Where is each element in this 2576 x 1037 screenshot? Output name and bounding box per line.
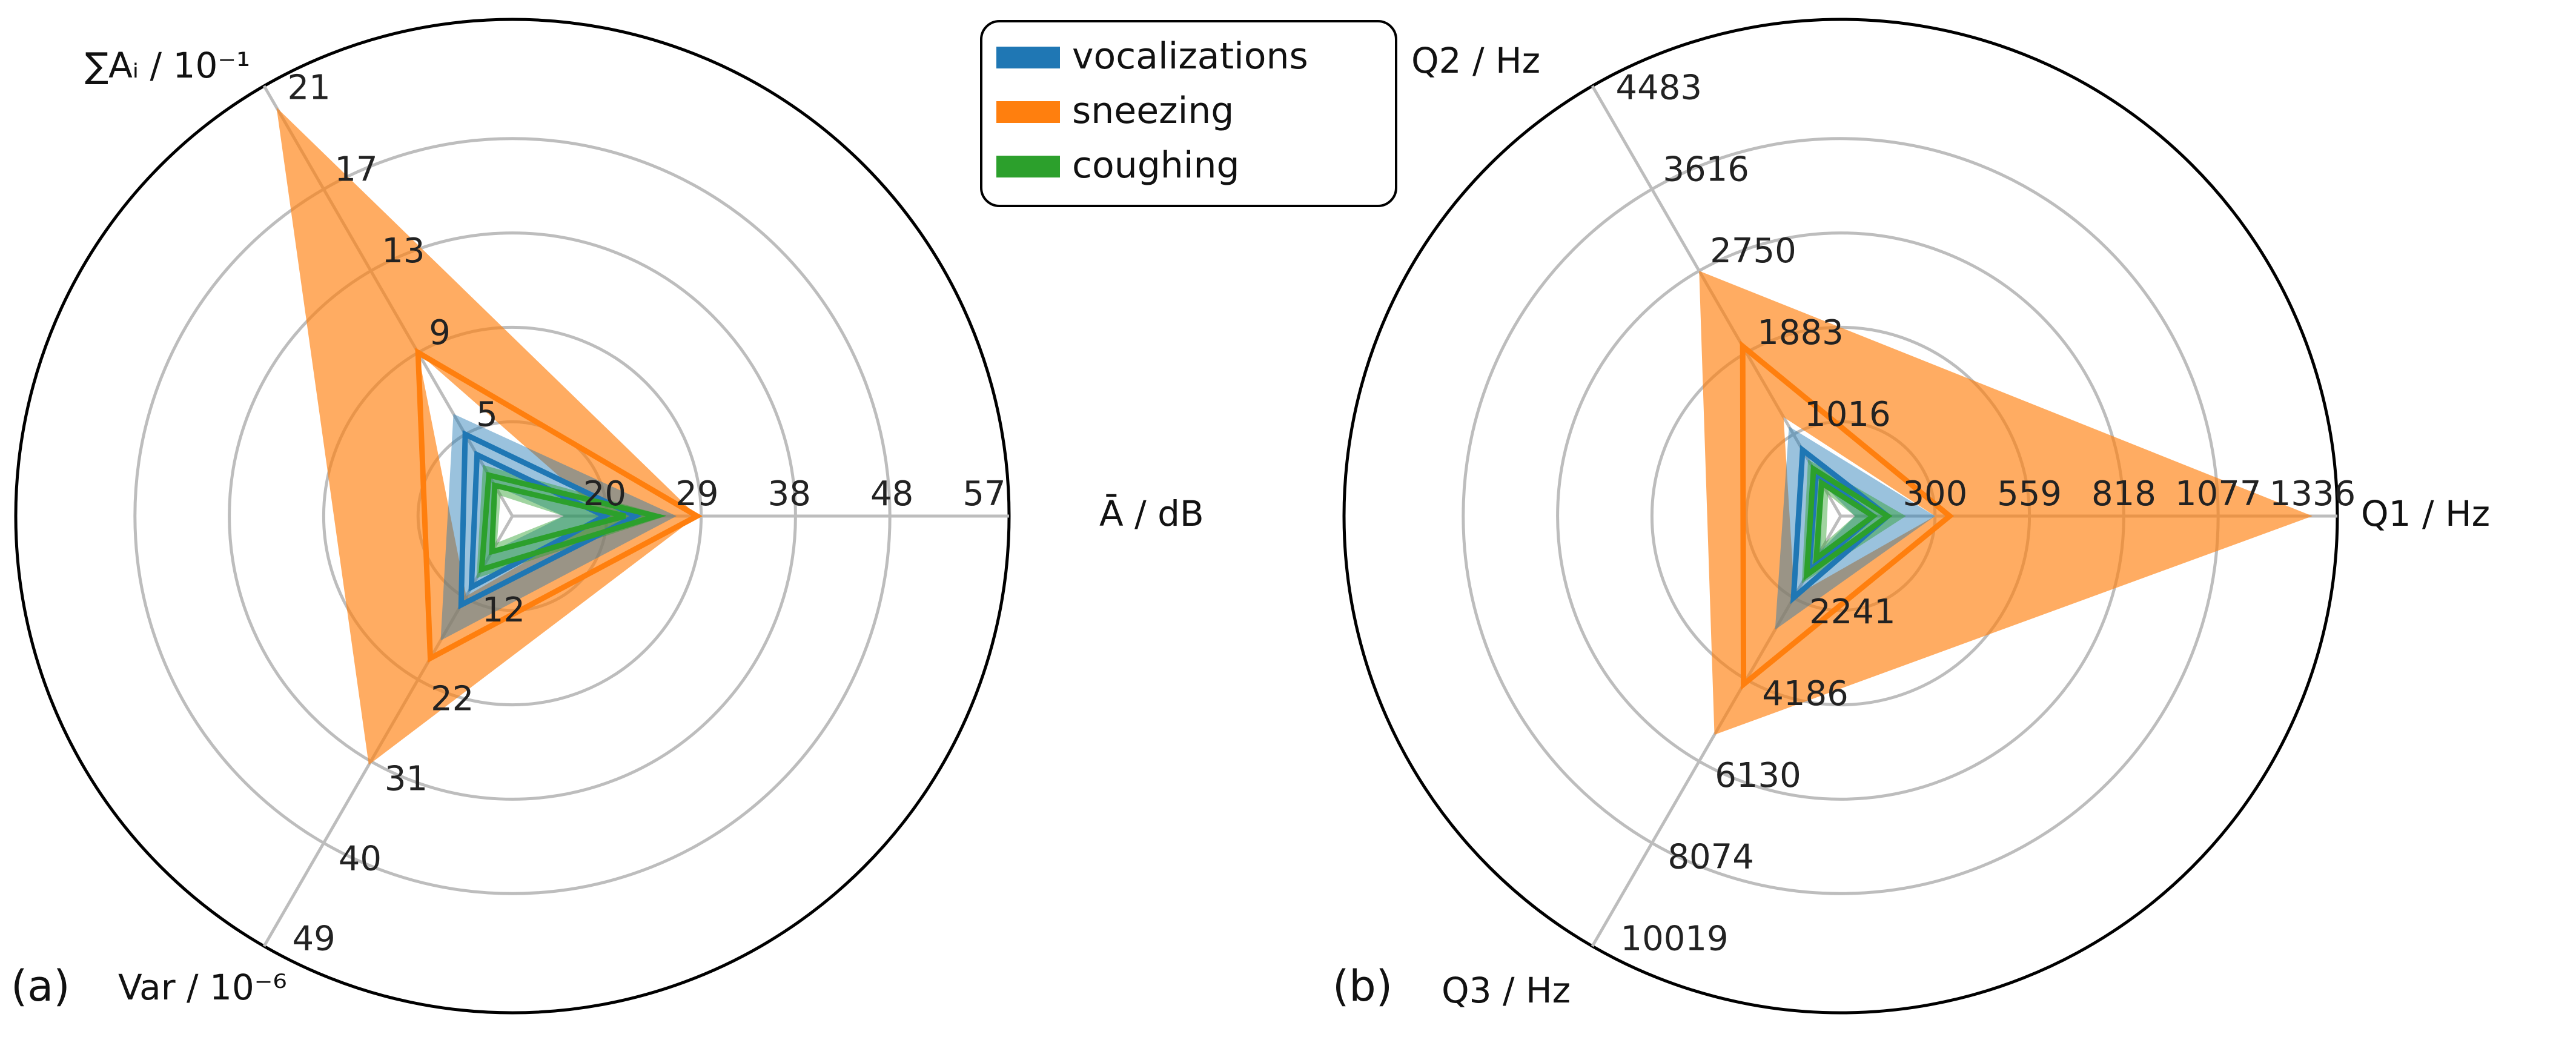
panel-label: (a): [11, 961, 70, 1011]
tick-label: 1077: [2175, 474, 2262, 514]
tick-label: 49: [293, 919, 336, 959]
tick-label: 1883: [1757, 313, 1844, 353]
tick-label: 4186: [1762, 674, 1849, 714]
series-line-coughing: [489, 482, 626, 555]
tick-label: 10019: [1621, 919, 1729, 959]
tick-label: 21: [288, 68, 331, 107]
tick-label: 6130: [1715, 756, 1801, 795]
legend-swatch-coughing: [996, 156, 1060, 177]
series-line-coughing: [478, 471, 667, 574]
tick-label: 17: [334, 150, 377, 189]
tick-label: 5: [476, 395, 498, 434]
tick-label: 300: [1902, 474, 1967, 514]
legend: vocalizations sneezing coughing: [980, 20, 1397, 207]
series-band-sneezing: [1699, 271, 2313, 735]
panel-label: (b): [1333, 961, 1392, 1011]
tick-label: 1016: [1804, 395, 1891, 434]
tick-label: 559: [1997, 474, 2062, 514]
tick-label: 12: [482, 591, 525, 630]
legend-swatch-sneezing: [996, 101, 1060, 123]
tick-label: 2750: [1710, 231, 1796, 271]
tick-label: 8074: [1667, 838, 1754, 877]
axis-title: Q2 / Hz: [1411, 40, 1540, 81]
radar-panel-a: 20 29 38 48 57 Ā / dB 5 9 13 17 21 ∑Aᵢ / 10⁻¹ 12 22 31…: [11, 18, 1204, 1015]
series-line-sneezing: [415, 348, 703, 663]
tick-label: 31: [385, 760, 428, 799]
tick-label: 2241: [1809, 592, 1896, 632]
series-line-coughing: [1803, 464, 1893, 581]
radar-panel-b: 300 559 818 1077 1336 Q1 / Hz 1016 1883 2750 3616…: [1333, 18, 2490, 1015]
tick-label: 818: [2091, 474, 2156, 514]
series-line-sneezing: [1740, 340, 1955, 691]
tick-label: 3616: [1663, 150, 1749, 189]
tick-label: 9: [429, 313, 451, 353]
legend-label: sneezing: [1072, 90, 1234, 132]
legend-swatch-vocalizations: [996, 47, 1060, 68]
axis-title: Q3 / Hz: [1442, 970, 1571, 1011]
tick-label: 40: [339, 840, 382, 879]
series-band-sneezing: [276, 107, 697, 765]
tick-label: 48: [870, 474, 913, 514]
tick-label: 20: [583, 474, 626, 514]
series-line-vocalizations: [458, 430, 642, 610]
series-line-vocalizations: [1790, 445, 1892, 605]
tick-label: 22: [431, 680, 474, 719]
axis-title: Q1 / Hz: [2361, 493, 2490, 534]
tick-label: 57: [962, 474, 1005, 514]
axis-title: Ā / dB: [1099, 493, 1204, 534]
axis-title: ∑Aᵢ / 10⁻¹: [85, 45, 250, 86]
tick-label: 38: [768, 474, 811, 514]
legend-label: coughing: [1072, 144, 1240, 187]
tick-label: 29: [675, 474, 718, 514]
tick-label: 1336: [2270, 474, 2356, 514]
tick-label: 4483: [1616, 68, 1703, 107]
series-line-coughing: [1813, 478, 1878, 565]
tick-label: 13: [382, 231, 425, 271]
axis-title: Var / 10⁻⁶: [118, 967, 287, 1008]
legend-box: [980, 20, 1397, 207]
legend-label: vocalizations: [1072, 35, 1308, 78]
